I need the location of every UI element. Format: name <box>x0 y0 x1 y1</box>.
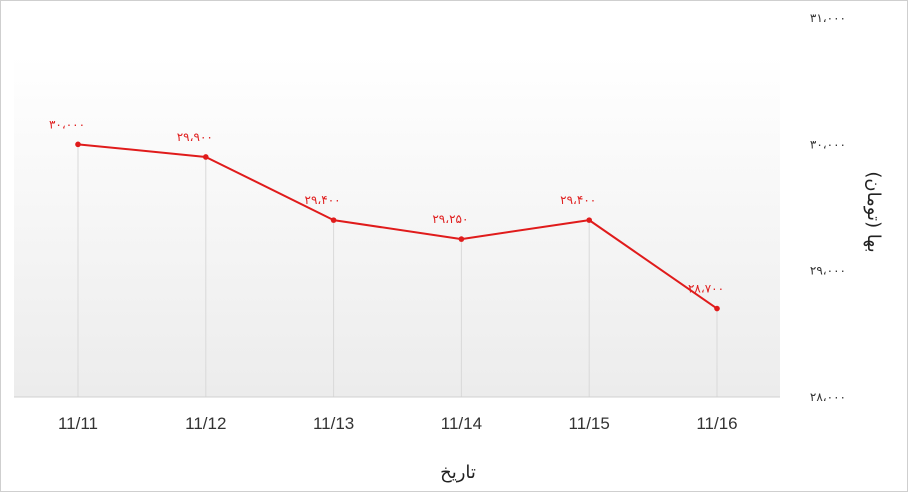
x-tick-label: 11/11 <box>58 414 98 433</box>
data-label: ۲۹،۴۰۰ <box>560 193 596 207</box>
data-label: ۲۹،۲۵۰ <box>432 212 468 226</box>
x-tick-label: 11/15 <box>569 414 610 433</box>
y-tick-label: ۲۸،۰۰۰ <box>810 390 846 404</box>
x-tick-label: 11/13 <box>313 414 354 433</box>
grid-layer <box>14 144 780 398</box>
data-point[interactable] <box>75 141 81 148</box>
data-point[interactable] <box>586 217 592 223</box>
y-tick-label: ۲۹،۰۰۰ <box>810 264 846 278</box>
x-tick-label: 11/12 <box>185 414 226 433</box>
data-label: ۲۹،۴۰۰ <box>305 193 341 207</box>
x-axis-title: تاریخ <box>440 462 476 483</box>
y-tick-label: ۳۰،۰۰۰ <box>810 137 846 151</box>
y-axis-title: بها (تومان) <box>863 171 884 252</box>
y-tick-label: ۳۱،۰۰۰ <box>810 11 846 25</box>
data-label: ۲۹،۹۰۰ <box>177 130 213 144</box>
data-label: ۲۸،۷۰۰ <box>688 282 724 296</box>
data-labels: ۳۰،۰۰۰ ۲۹،۹۰۰ ۲۹،۴۰۰ ۲۹،۲۵۰ ۲۹،۴۰۰ ۲۸،۷۰۰ <box>49 117 724 295</box>
data-label: ۳۰،۰۰۰ <box>49 117 85 131</box>
data-point[interactable] <box>458 236 465 242</box>
x-axis-ticks: 11/11 11/12 11/13 11/14 11/15 11/16 <box>58 414 738 433</box>
x-tick-label: 11/16 <box>696 414 737 433</box>
data-point[interactable] <box>714 305 720 312</box>
y-axis-ticks: ۲۸،۰۰۰ ۲۹،۰۰۰ ۳۰،۰۰۰ ۳۱،۰۰۰ <box>810 11 846 404</box>
series-layer <box>75 141 720 312</box>
data-point[interactable] <box>203 154 209 160</box>
plot-area <box>14 55 780 397</box>
data-point[interactable] <box>330 217 337 223</box>
x-tick-label: 11/14 <box>441 414 482 433</box>
series-line <box>77 143 718 310</box>
